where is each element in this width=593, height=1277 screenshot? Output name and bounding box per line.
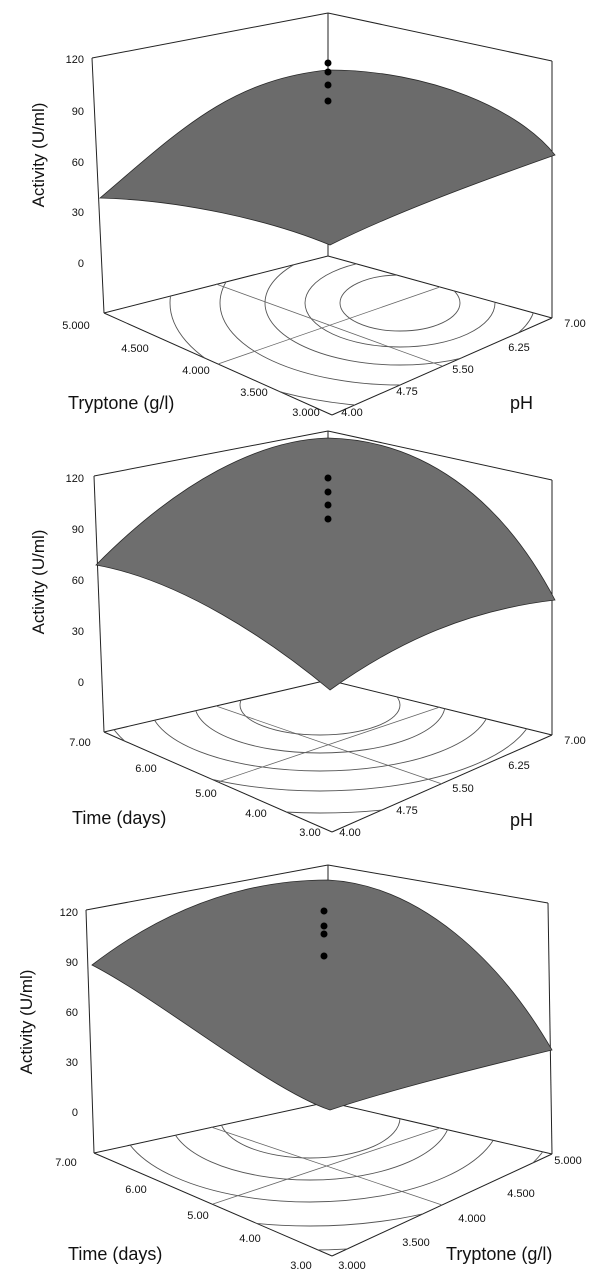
z-tick: 0 bbox=[78, 677, 84, 689]
z-ticks: 120 90 60 30 0 bbox=[60, 907, 78, 1119]
left-tick: 4.000 bbox=[182, 365, 210, 377]
right-tick: 5.50 bbox=[452, 364, 473, 376]
right-tick: 4.00 bbox=[339, 827, 360, 839]
z-ticks: 120 90 60 30 0 bbox=[66, 54, 84, 270]
z-axis-title: Activity (U/ml) bbox=[29, 530, 48, 635]
right-tick: 6.25 bbox=[508, 342, 529, 354]
left-tick: 3.00 bbox=[299, 827, 320, 839]
z-tick: 90 bbox=[72, 524, 84, 536]
right-axis-ticks: 4.00 4.75 5.50 6.25 7.00 bbox=[341, 318, 585, 419]
right-tick: 4.75 bbox=[396, 386, 417, 398]
z-axis-title: Activity (U/ml) bbox=[29, 103, 48, 208]
z-tick: 90 bbox=[72, 106, 84, 118]
right-tick: 7.00 bbox=[564, 318, 585, 330]
left-axis-title: Time (days) bbox=[72, 808, 166, 828]
right-tick: 5.50 bbox=[452, 783, 473, 795]
right-axis-ticks: 4.00 4.75 5.50 6.25 7.00 bbox=[339, 735, 585, 839]
z-tick: 60 bbox=[72, 157, 84, 169]
right-tick: 3.500 bbox=[402, 1237, 430, 1249]
right-tick: 4.500 bbox=[507, 1188, 535, 1200]
surface-shape-1 bbox=[100, 70, 555, 245]
left-tick: 3.500 bbox=[240, 387, 268, 399]
left-tick: 5.000 bbox=[62, 320, 90, 332]
right-tick: 3.000 bbox=[338, 1260, 366, 1272]
z-axis-title: Activity (U/ml) bbox=[17, 970, 36, 1075]
z-tick: 60 bbox=[72, 575, 84, 587]
floor-center-lines bbox=[211, 1127, 442, 1205]
left-axis-title: Tryptone (g/l) bbox=[68, 393, 174, 413]
z-tick: 60 bbox=[66, 1007, 78, 1019]
left-tick: 4.00 bbox=[239, 1233, 260, 1245]
right-axis-title: Tryptone (g/l) bbox=[446, 1244, 552, 1264]
left-axis-title: Time (days) bbox=[68, 1244, 162, 1264]
right-tick: 4.75 bbox=[396, 805, 417, 817]
surface-plot-2: 120 90 60 30 0 Activity (U/ml) 7.00 6.00… bbox=[0, 431, 593, 839]
right-axis-title: pH bbox=[510, 810, 533, 830]
z-tick: 30 bbox=[66, 1057, 78, 1069]
z-tick: 120 bbox=[60, 907, 78, 919]
floor-contours bbox=[170, 199, 593, 407]
z-tick: 90 bbox=[66, 957, 78, 969]
z-ticks: 120 90 60 30 0 bbox=[66, 473, 84, 689]
z-tick: 0 bbox=[78, 258, 84, 270]
z-tick: 30 bbox=[72, 207, 84, 219]
left-tick: 6.00 bbox=[135, 763, 156, 775]
surface-plot-1: 120 90 60 30 0 Activity (U/ml) 5.000 4.5… bbox=[29, 13, 593, 419]
surface-plot-3: 120 90 60 30 0 Activity (U/ml) 7.00 6.00… bbox=[10, 865, 593, 1272]
floor-center-lines bbox=[216, 284, 442, 366]
surface-shape-3 bbox=[92, 880, 552, 1110]
right-tick: 4.000 bbox=[458, 1213, 486, 1225]
left-tick: 6.00 bbox=[125, 1184, 146, 1196]
left-tick: 5.00 bbox=[195, 788, 216, 800]
left-tick: 4.500 bbox=[121, 343, 149, 355]
left-tick: 7.00 bbox=[69, 737, 90, 749]
left-tick: 4.00 bbox=[245, 808, 266, 820]
left-tick: 3.00 bbox=[290, 1260, 311, 1272]
z-tick: 120 bbox=[66, 54, 84, 66]
left-tick: 7.00 bbox=[55, 1157, 76, 1169]
z-tick: 30 bbox=[72, 626, 84, 638]
right-tick: 7.00 bbox=[564, 735, 585, 747]
right-tick: 5.000 bbox=[554, 1155, 582, 1167]
left-tick: 3.000 bbox=[292, 407, 320, 419]
right-tick: 6.25 bbox=[508, 760, 529, 772]
right-axis-title: pH bbox=[510, 393, 533, 413]
right-tick: 4.00 bbox=[341, 407, 362, 419]
left-tick: 5.00 bbox=[187, 1210, 208, 1222]
z-tick: 0 bbox=[72, 1107, 78, 1119]
z-tick: 120 bbox=[66, 473, 84, 485]
